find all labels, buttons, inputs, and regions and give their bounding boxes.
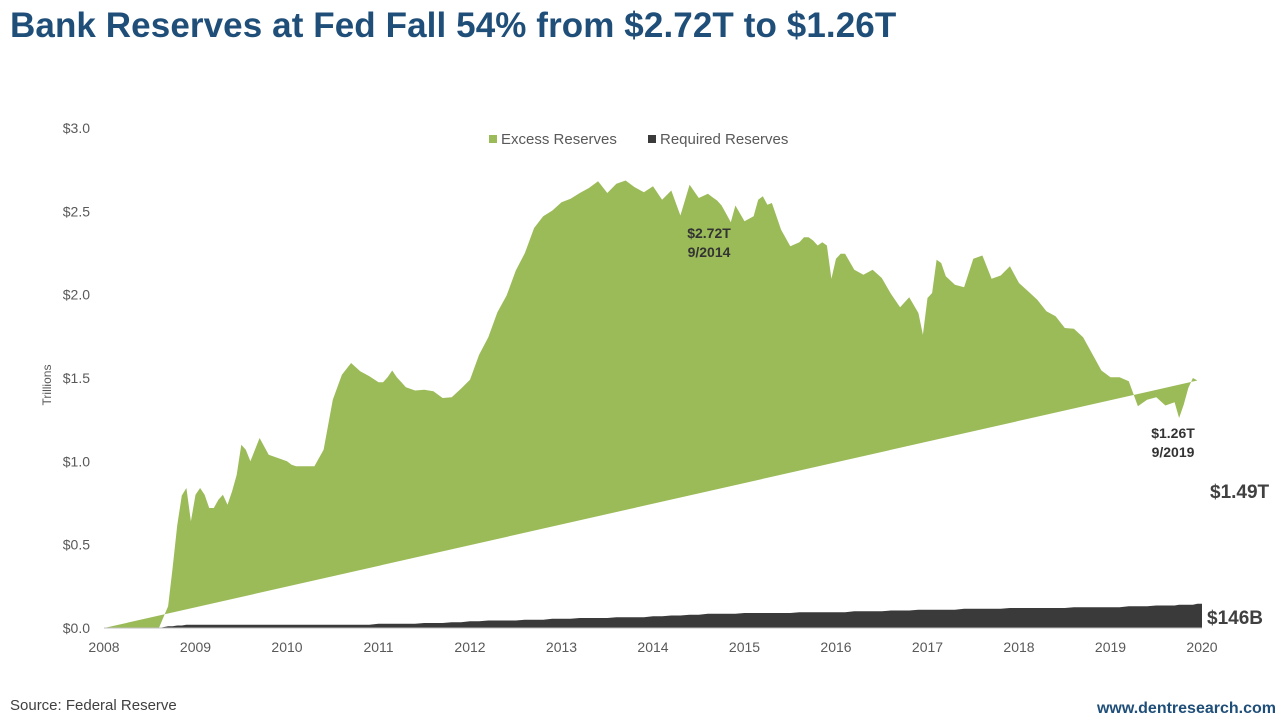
legend-label-excess: Excess Reserves: [501, 131, 617, 148]
x-tick-label: 2008: [88, 639, 119, 655]
annotation-date: 9/2014: [688, 244, 731, 260]
source-note: Source: Federal Reserve: [10, 697, 177, 714]
y-axis-label: Trillions: [40, 365, 54, 406]
x-tick-label: 2012: [454, 639, 485, 655]
y-tick-label: $1.5: [63, 370, 90, 386]
annotation-date: 9/2019: [1152, 444, 1195, 460]
x-tick-label: 2011: [363, 639, 393, 655]
excess-reserves-area: [104, 180, 1198, 628]
x-tick-label: 2018: [1003, 639, 1034, 655]
x-tick-label: 2017: [912, 639, 943, 655]
x-tick-label: 2016: [820, 639, 851, 655]
required-reserves-area: [104, 603, 1202, 628]
legend-swatch-required: [648, 135, 656, 143]
x-tick-label: 2020: [1186, 639, 1217, 655]
x-tick-label: 2014: [637, 639, 668, 655]
x-tick-label: 2019: [1095, 639, 1126, 655]
chart-title: Bank Reserves at Fed Fall 54% from $2.72…: [10, 6, 897, 45]
y-tick-label: $0.5: [63, 537, 90, 553]
legend-swatch-excess: [489, 135, 497, 143]
y-tick-label: $0.0: [63, 620, 90, 636]
annotation-value: $2.72T: [687, 225, 731, 241]
end-label-required: $146B: [1207, 608, 1263, 629]
end-label-total: $1.49T: [1210, 482, 1270, 503]
y-tick-label: $2.5: [63, 203, 90, 219]
x-tick-label: 2013: [546, 639, 577, 655]
annotation-value: $1.26T: [1151, 425, 1195, 441]
x-tick-label: 2010: [271, 639, 302, 655]
x-tick-label: 2015: [729, 639, 760, 655]
y-tick-label: $1.0: [63, 453, 90, 469]
y-tick-label: $2.0: [63, 287, 90, 303]
website-link[interactable]: www.dentresearch.com: [1096, 700, 1276, 717]
y-tick-label: $3.0: [63, 120, 90, 136]
legend-label-required: Required Reserves: [660, 131, 788, 148]
x-tick-label: 2009: [180, 639, 211, 655]
